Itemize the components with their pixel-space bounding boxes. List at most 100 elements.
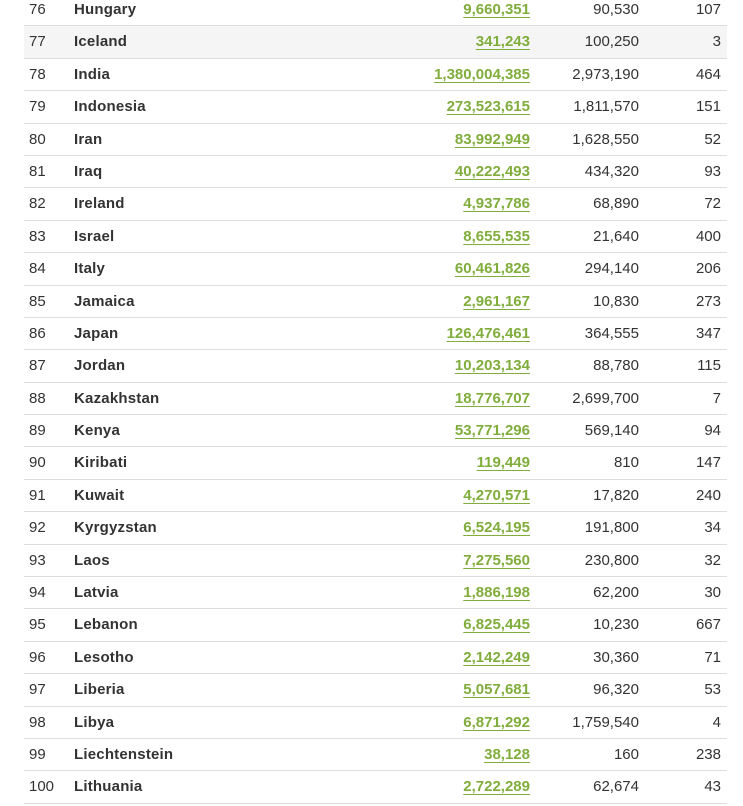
density-cell: 151	[695, 98, 721, 116]
rank-cell: 93	[29, 551, 46, 569]
density-cell: 115	[697, 357, 721, 375]
table-row: 93 Laos 7,275,560 230,800 32	[24, 545, 727, 578]
density-cell: 3	[712, 33, 721, 51]
population-link[interactable]: 38,128	[484, 745, 530, 763]
country-cell: Iceland	[74, 33, 128, 51]
population-link[interactable]: 53,771,296	[454, 422, 530, 440]
table-row: 96 Lesotho 2,142,249 30,360 71	[24, 642, 727, 675]
population-link[interactable]: 83,992,949	[454, 130, 530, 148]
rank-cell: 95	[29, 616, 46, 634]
table-row: 92 Kyrgyzstan 6,524,195 191,800 34	[24, 512, 727, 545]
rank-cell: 89	[29, 422, 46, 440]
rank-cell: 90	[29, 454, 46, 472]
table-row: 76 Hungary 9,660,351 90,530 107	[24, 0, 727, 27]
population-link[interactable]: 341,243	[475, 33, 530, 51]
rank-cell: 86	[29, 324, 46, 342]
density-cell: 107	[695, 1, 721, 18]
density-cell: 30	[704, 584, 721, 602]
area-cell: 30,360	[593, 648, 639, 666]
area-cell: 810	[613, 454, 639, 472]
population-link[interactable]: 6,825,445	[463, 616, 530, 634]
population-link[interactable]: 126,476,461	[446, 324, 530, 342]
population-link[interactable]: 10,203,134	[454, 357, 530, 375]
table-row: 94 Latvia 1,886,198 62,200 30	[24, 577, 727, 610]
rank-cell: 80	[29, 130, 46, 148]
table-row: 81 Iraq 40,222,493 434,320 93	[24, 156, 727, 189]
population-link[interactable]: 273,523,615	[446, 98, 530, 116]
rank-cell: 99	[29, 745, 46, 763]
country-cell: India	[74, 65, 111, 83]
area-cell: 10,230	[593, 616, 639, 634]
rank-cell: 92	[29, 519, 46, 537]
population-link[interactable]: 2,961,167	[463, 292, 530, 310]
area-cell: 88,780	[593, 357, 639, 375]
population-link[interactable]: 18,776,707	[454, 389, 530, 407]
rank-cell: 100	[29, 778, 55, 796]
country-cell: Liberia	[74, 681, 125, 699]
density-cell: 240	[695, 486, 721, 504]
population-link[interactable]: 4,270,571	[463, 486, 530, 504]
area-cell: 230,800	[584, 551, 639, 569]
population-link[interactable]: 2,142,249	[463, 648, 530, 666]
density-cell: 238	[695, 745, 721, 763]
population-link[interactable]: 9,660,351	[463, 1, 530, 18]
population-link[interactable]: 8,655,535	[463, 227, 530, 245]
population-link[interactable]: 2,722,289	[463, 778, 530, 796]
country-cell: Israel	[74, 227, 115, 245]
population-link[interactable]: 5,057,681	[463, 681, 530, 699]
rank-cell: 98	[29, 713, 46, 731]
table-row: 80 Iran 83,992,949 1,628,550 52	[24, 124, 727, 156]
population-link[interactable]: 40,222,493	[454, 162, 530, 180]
table-row: 91 Kuwait 4,270,571 17,820 240	[24, 480, 727, 513]
density-cell: 4	[712, 713, 721, 731]
density-cell: 52	[704, 130, 721, 148]
table-row: 100 Lithuania 2,722,289 62,674 43	[24, 771, 727, 804]
country-cell: Latvia	[74, 584, 119, 602]
rank-cell: 88	[29, 389, 46, 407]
density-cell: 53	[704, 681, 721, 699]
country-cell: Kiribati	[74, 454, 128, 472]
country-cell: Jordan	[74, 357, 126, 375]
density-cell: 400	[695, 227, 721, 245]
area-cell: 2,699,700	[572, 389, 639, 407]
country-cell: Lithuania	[74, 778, 143, 796]
area-cell: 191,800	[584, 519, 639, 537]
density-cell: 147	[695, 454, 721, 472]
area-cell: 10,830	[593, 292, 639, 310]
area-cell: 100,250	[584, 33, 639, 51]
table-row: 82 Ireland 4,937,786 68,890 72	[24, 188, 727, 221]
area-cell: 294,140	[584, 260, 639, 278]
density-cell: 464	[695, 65, 721, 83]
country-cell: Kuwait	[74, 486, 125, 504]
table-row: 97 Liberia 5,057,681 96,320 53	[24, 674, 727, 707]
country-cell: Kyrgyzstan	[74, 519, 157, 537]
area-cell: 17,820	[593, 486, 639, 504]
population-link[interactable]: 6,524,195	[463, 519, 530, 537]
density-cell: 93	[704, 162, 721, 180]
population-link[interactable]: 1,886,198	[463, 584, 530, 602]
table-row: 79 Indonesia 273,523,615 1,811,570 151	[24, 91, 727, 124]
density-cell: 667	[695, 616, 721, 634]
country-cell: Kazakhstan	[74, 389, 160, 407]
population-link[interactable]: 60,461,826	[454, 260, 530, 278]
table-row: 78 India 1,380,004,385 2,973,190 464	[24, 59, 727, 92]
density-cell: 72	[704, 195, 721, 213]
density-cell: 206	[695, 260, 721, 278]
population-link[interactable]: 119,449	[476, 454, 530, 472]
country-cell: Iran	[74, 130, 103, 148]
area-cell: 160	[613, 745, 639, 763]
rank-cell: 76	[29, 1, 46, 18]
rank-cell: 85	[29, 292, 46, 310]
population-link[interactable]: 6,871,292	[463, 713, 530, 731]
table-row: 90 Kiribati 119,449 810 147	[24, 447, 727, 480]
density-cell: 7	[712, 389, 721, 407]
population-link[interactable]: 7,275,560	[463, 551, 530, 569]
density-cell: 32	[704, 551, 721, 569]
table-row: 83 Israel 8,655,535 21,640 400	[24, 221, 727, 254]
population-link[interactable]: 1,380,004,385	[434, 65, 530, 83]
area-cell: 68,890	[593, 195, 639, 213]
country-cell: Laos	[74, 551, 110, 569]
population-link[interactable]: 4,937,786	[463, 195, 530, 213]
table-row: 85 Jamaica 2,961,167 10,830 273	[24, 286, 727, 318]
country-cell: Libya	[74, 713, 115, 731]
